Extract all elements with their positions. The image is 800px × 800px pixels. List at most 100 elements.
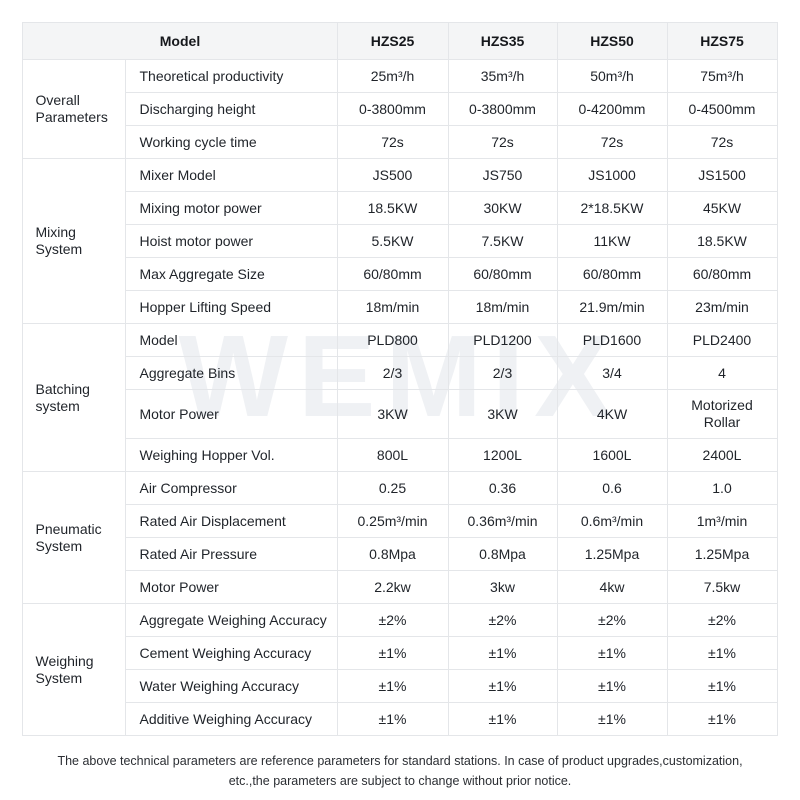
value-cell: 45KW <box>666 191 778 225</box>
value-cell: ±1% <box>447 669 558 703</box>
param-name: Mixer Model <box>125 158 338 192</box>
value-cell: ±2% <box>666 603 778 637</box>
value-cell: ±1% <box>336 669 449 703</box>
param-name: Motor Power <box>125 570 338 604</box>
table-row: Aggregate Bins 2/3 2/3 3/4 4 <box>23 356 778 390</box>
table-row: Hoist motor power 5.5KW 7.5KW 11KW 18.5KW <box>23 224 778 258</box>
value-cell: 72s <box>336 125 449 159</box>
param-name: Hoist motor power <box>125 224 338 258</box>
value-cell: 60/80mm <box>666 257 778 291</box>
value-cell: 3kw <box>447 570 558 604</box>
value-cell: 23m/min <box>666 290 778 324</box>
value-cell: 60/80mm <box>556 257 668 291</box>
value-cell: 50m³/h <box>556 59 668 93</box>
value-cell: 1.25Mpa <box>556 537 668 571</box>
param-name: Cement Weighing Accuracy <box>125 636 338 670</box>
value-cell: 0.8Mpa <box>447 537 558 571</box>
value-cell: 0.8Mpa <box>336 537 449 571</box>
value-cell: 0-4500mm <box>666 92 778 126</box>
value-cell: 25m³/h <box>336 59 449 93</box>
footer-note: The above technical parameters are refer… <box>0 751 800 791</box>
value-cell: 72s <box>556 125 668 159</box>
value-cell: 2/3 <box>447 356 558 390</box>
param-name: Aggregate Weighing Accuracy <box>125 603 338 637</box>
table-row: Rated Air Pressure 0.8Mpa 0.8Mpa 1.25Mpa 1.2… <box>23 537 778 571</box>
table-row: Additive Weighing Accuracy ±1% ±1% ±1% ±1% <box>23 702 778 736</box>
value-cell: 18.5KW <box>336 191 449 225</box>
value-cell: 0-3800mm <box>447 92 558 126</box>
value-cell: 2*18.5KW <box>556 191 668 225</box>
group-label: Mixing System <box>22 158 127 324</box>
table-row: Rated Air Displacement 0.25m³/min 0.36m³/m… <box>23 504 778 538</box>
param-name: Motor Power <box>125 389 338 439</box>
value-cell: 18m/min <box>447 290 558 324</box>
param-name: Weighing Hopper Vol. <box>125 438 338 472</box>
table-row: Hopper Lifting Speed 18m/min 18m/min 21.9m/… <box>23 290 778 324</box>
spec-table: Model HZS25 HZS35 HZS50 HZS75 Overall Paramet… <box>22 22 778 736</box>
value-cell: 1m³/min <box>666 504 778 538</box>
value-cell: 30KW <box>447 191 558 225</box>
model-header: Model <box>22 22 338 60</box>
value-cell: JS500 <box>336 158 449 192</box>
value-cell: 7.5KW <box>447 224 558 258</box>
value-cell: ±1% <box>666 702 778 736</box>
param-name: Mixing motor power <box>125 191 338 225</box>
value-cell: 75m³/h <box>666 59 778 93</box>
value-cell: 60/80mm <box>447 257 558 291</box>
table-row: Motor Power 2.2kw 3kw 4kw 7.5kw <box>23 570 778 604</box>
param-name: Additive Weighing Accuracy <box>125 702 338 736</box>
group-label: Pneumatic System <box>22 471 127 604</box>
value-cell: 3/4 <box>556 356 668 390</box>
table-row: Weighing System Aggregate Weighing Accura… <box>22 603 778 736</box>
value-cell: ±1% <box>666 669 778 703</box>
value-cell: 1600L <box>556 438 668 472</box>
value-cell: PLD800 <box>336 323 449 357</box>
value-cell: ±1% <box>336 636 449 670</box>
table-row: Cement Weighing Accuracy ±1% ±1% ±1% ±1% <box>23 636 778 670</box>
table-row: Working cycle time 72s 72s 72s 72s <box>23 125 778 159</box>
value-cell: 7.5kw <box>666 570 778 604</box>
param-name: Rated Air Pressure <box>125 537 338 571</box>
param-name: Discharging height <box>125 92 338 126</box>
value-cell: 1200L <box>447 438 558 472</box>
param-name: Aggregate Bins <box>125 356 338 390</box>
header-row: Model HZS25 HZS35 HZS50 HZS75 <box>22 22 778 60</box>
param-name: Water Weighing Accuracy <box>125 669 338 703</box>
group-label: Batching system <box>22 323 127 472</box>
table-row: Max Aggregate Size 60/80mm 60/80mm 60/80mm 6… <box>23 257 778 291</box>
value-cell: Motorized Rollar <box>666 389 778 439</box>
value-cell: 800L <box>336 438 449 472</box>
table-row: Weighing Hopper Vol. 800L 1200L 1600L 2400L <box>23 438 778 472</box>
group-label: Overall Parameters <box>22 59 127 159</box>
value-cell: 0.6m³/min <box>556 504 668 538</box>
value-cell: 35m³/h <box>447 59 558 93</box>
value-cell: 0.25m³/min <box>336 504 449 538</box>
value-cell: ±1% <box>447 636 558 670</box>
value-cell: ±1% <box>556 636 668 670</box>
value-cell: 21.9m/min <box>556 290 668 324</box>
table-row: Water Weighing Accuracy ±1% ±1% ±1% ±1% <box>23 669 778 703</box>
table-row: Overall Parameters Theoretical productivi… <box>22 59 778 159</box>
footer-note-line2: etc.,the parameters are subject to chang… <box>228 774 572 788</box>
value-cell: 18m/min <box>336 290 449 324</box>
column-header: HZS50 <box>556 22 668 60</box>
value-cell: 3KW <box>447 389 558 439</box>
value-cell: 0-3800mm <box>336 92 449 126</box>
value-cell: 3KW <box>336 389 449 439</box>
value-cell: PLD1200 <box>447 323 558 357</box>
footer-note-line1: The above technical parameters are refer… <box>57 754 743 768</box>
table-row: Batching system Model PLD800 PLD1200 PLD1600… <box>22 323 778 472</box>
param-name: Hopper Lifting Speed <box>125 290 338 324</box>
value-cell: ±1% <box>556 702 668 736</box>
value-cell: JS750 <box>447 158 558 192</box>
column-header: HZS25 <box>336 22 449 60</box>
value-cell: 2400L <box>666 438 778 472</box>
param-name: Working cycle time <box>125 125 338 159</box>
value-cell: 11KW <box>556 224 668 258</box>
group-label: Weighing System <box>22 603 127 736</box>
value-cell: ±2% <box>556 603 668 637</box>
value-cell: JS1500 <box>666 158 778 192</box>
param-name: Rated Air Displacement <box>125 504 338 538</box>
value-cell: ±2% <box>447 603 558 637</box>
